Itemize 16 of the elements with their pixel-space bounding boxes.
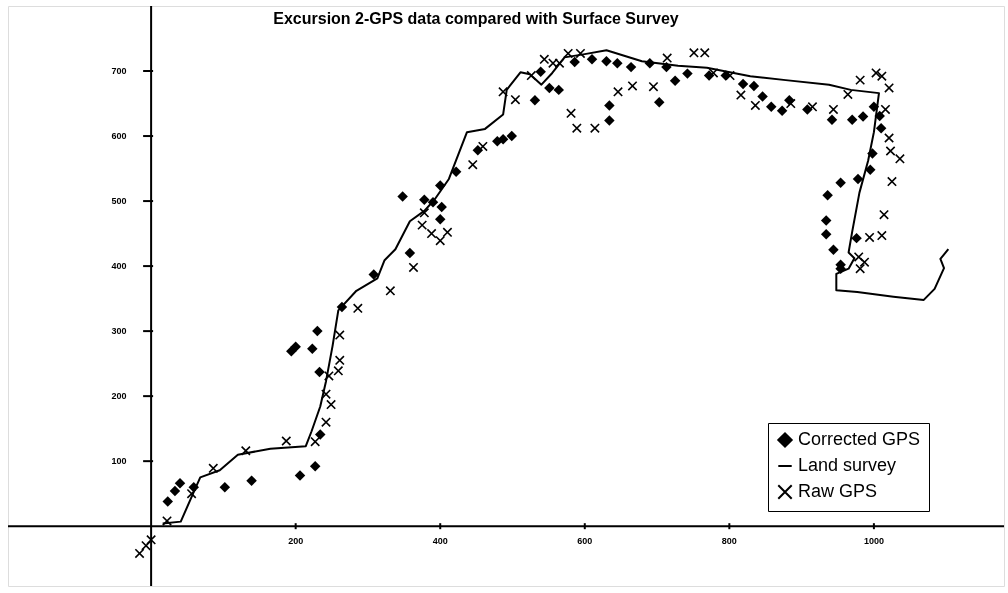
y-tick-label: 200 — [111, 391, 127, 402]
x-tick-label: 600 — [577, 536, 593, 547]
y-tick-label: 700 — [111, 66, 127, 77]
chart-title: Excursion 2-GPS data compared with Surface Survey — [273, 10, 679, 27]
legend-label: Corrected GPS — [798, 429, 921, 449]
x-tick-label: 800 — [721, 536, 737, 547]
x-tick-label: 1000 — [863, 536, 884, 547]
legend-label: Raw GPS — [798, 481, 878, 501]
y-tick-label: 300 — [111, 326, 127, 337]
x-tick-label: 200 — [288, 536, 304, 547]
y-tick-label: 400 — [111, 261, 127, 272]
legend-label: Land survey — [798, 455, 897, 475]
x-tick-label: 400 — [432, 536, 448, 547]
y-tick-label: 100 — [111, 456, 127, 467]
y-tick-label: 500 — [111, 196, 127, 207]
y-tick-label: 600 — [111, 131, 127, 142]
